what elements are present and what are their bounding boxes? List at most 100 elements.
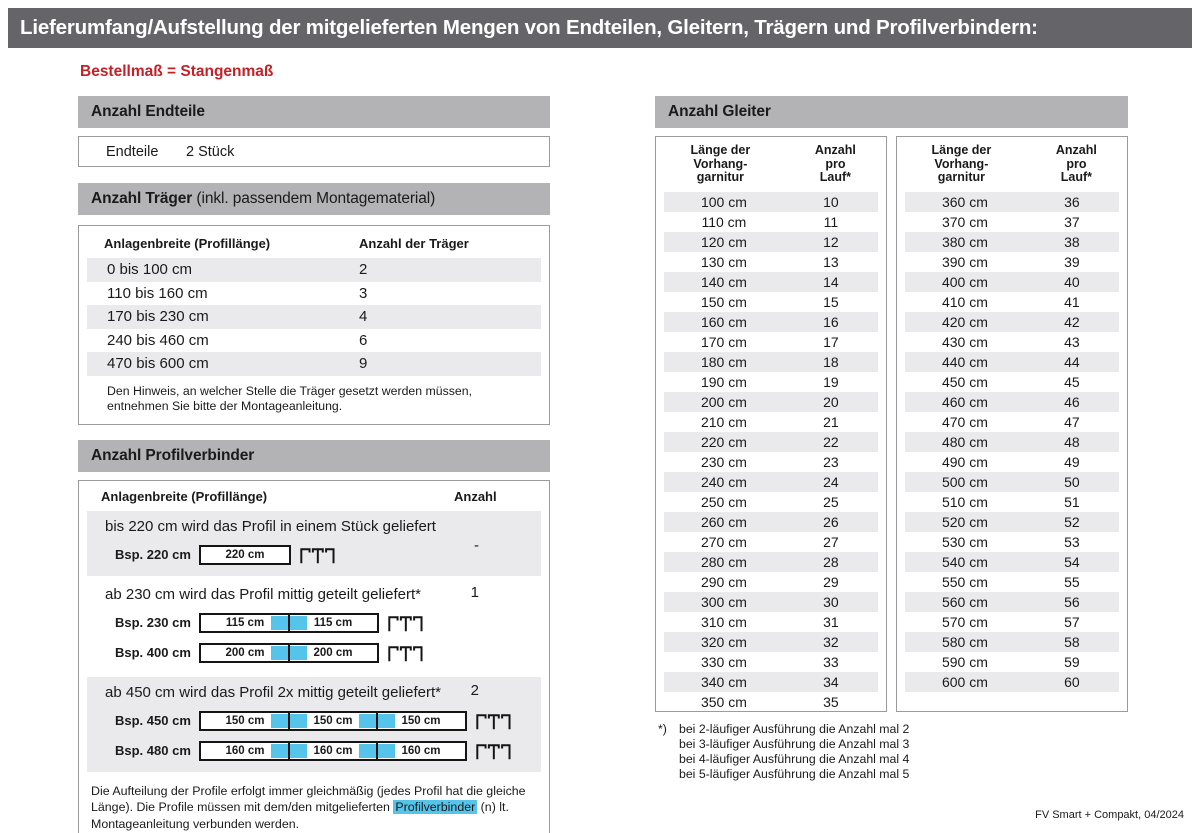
- table-row: 320 cm 32: [664, 631, 878, 652]
- gleiter-length: 530 cm: [941, 533, 988, 550]
- table-row: 480 cm 48: [905, 431, 1119, 452]
- end-cap-icon: [474, 739, 512, 763]
- order-size-note: Bestellmaß = Stangenmaß: [80, 63, 274, 80]
- table-row: 330 cm 33: [664, 652, 878, 672]
- profilverbinder-col2-header: Anzahl: [454, 488, 497, 504]
- gleiter-count: 60: [1064, 673, 1080, 690]
- traeger-table: Anlagenbreite (Profillänge) Anzahl der T…: [78, 225, 550, 425]
- table-row: 490 cm 49: [905, 452, 1119, 472]
- gleiter-count: 21: [823, 413, 839, 430]
- segment-divider: [376, 740, 378, 761]
- gleiter-tables: Länge der Vorhang-garnitur Anzahl pro Lauf*…: [655, 136, 1128, 712]
- table-row: 590 cm 59: [905, 652, 1119, 672]
- profile-crosssection-icon: [476, 714, 511, 730]
- gleiter-count: 35: [823, 693, 839, 710]
- table-row: 470 cm 47: [905, 412, 1119, 432]
- gleiter-count: 43: [1064, 333, 1080, 350]
- gleiter-count: 46: [1064, 393, 1080, 410]
- gleiter-count: 15: [823, 293, 839, 310]
- table-row: 240 bis 460 cm 6: [87, 329, 541, 353]
- profil-example: Bsp. 220 cm 220 cm: [115, 543, 541, 567]
- segment-length: 115 cm: [225, 616, 265, 629]
- traeger-range: 170 bis 230 cm: [107, 308, 209, 325]
- traeger-col2-header: Anzahl der Träger: [359, 236, 469, 251]
- gleiter-col1-header: Länge der Vorhang-garnitur: [690, 143, 751, 184]
- gleiter-count: 25: [823, 493, 839, 510]
- table-row: 440 cm 44: [905, 351, 1119, 372]
- table-row: 420 cm 42: [905, 311, 1119, 332]
- gleiter-count: 50: [1064, 473, 1080, 490]
- gleiter-length: 580 cm: [941, 633, 988, 650]
- table-row: 470 bis 600 cm 9: [87, 352, 541, 376]
- table-row: 220 cm 22: [664, 431, 878, 452]
- segment-length: 150 cm: [225, 714, 265, 727]
- section-header-profilverbinder: Anzahl Profilverbinder: [78, 439, 550, 472]
- gleiter-length: 260 cm: [700, 513, 747, 530]
- gleiter-length: 310 cm: [700, 613, 747, 630]
- table-row: 160 cm 16: [664, 311, 878, 332]
- profile-bar: 160 cm 160 cm 160 cm: [199, 740, 467, 761]
- segment-length: 150 cm: [313, 714, 353, 727]
- gleiter-count: 12: [823, 233, 839, 250]
- segment-divider: [288, 642, 290, 663]
- segment-divider: [376, 710, 378, 731]
- profilverbinder-col1-header: Anlagenbreite (Profillänge): [101, 488, 268, 504]
- table-row: 210 cm 21: [664, 412, 878, 432]
- profilverbinder-note: Die Aufteilung der Profile erfolgt immer…: [79, 772, 549, 833]
- profil-anzahl: 2: [470, 681, 479, 699]
- gleiter-length: 230 cm: [700, 453, 747, 470]
- traeger-col1-header: Anlagenbreite (Profillänge): [104, 236, 271, 251]
- profil-rule-text: bis 220 cm wird das Profil in einem Stüc…: [105, 517, 436, 535]
- end-cap-icon: [386, 641, 424, 665]
- gleiter-count: 54: [1064, 553, 1080, 570]
- table-row: 150 cm 15: [664, 292, 878, 312]
- gleiter-count: 45: [1064, 373, 1080, 390]
- table-row: 170 cm 17: [664, 332, 878, 352]
- section-header-traeger: Anzahl Träger (inkl. passendem Montagema…: [78, 183, 550, 215]
- gleiter-count: 56: [1064, 593, 1080, 610]
- table-row: 410 cm 41: [905, 292, 1119, 312]
- table-row: 390 cm 39: [905, 252, 1119, 272]
- table-row: 110 bis 160 cm 3: [87, 282, 541, 306]
- profilverbinder-table: Anlagenbreite (Profillänge) Anzahl bis 2…: [78, 479, 550, 833]
- profil-block: bis 220 cm wird das Profil in einem Stüc…: [87, 510, 541, 576]
- example-label: Bsp. 220 cm: [115, 547, 191, 563]
- table-row: 510 cm 51: [905, 492, 1119, 512]
- endteile-label: Endteile: [106, 143, 159, 160]
- gleiter-length: 250 cm: [700, 493, 747, 510]
- gleiter-count: 17: [823, 333, 839, 350]
- table-row: 400 cm 40: [905, 271, 1119, 292]
- gleiter-length: 390 cm: [941, 253, 988, 270]
- segment-divider: [288, 612, 290, 633]
- gleiter-length: 340 cm: [700, 673, 747, 690]
- gleiter-count: 29: [823, 573, 839, 590]
- gleiter-length: 480 cm: [941, 433, 988, 450]
- gleiter-count: 37: [1064, 213, 1080, 230]
- gleiter-count: 30: [823, 593, 839, 610]
- gleiter-length: 590 cm: [941, 653, 988, 670]
- gleiter-count: 32: [823, 633, 839, 650]
- gleiter-length: 220 cm: [700, 433, 747, 450]
- gleiter-count: 10: [823, 193, 839, 210]
- gleiter-length: 500 cm: [941, 473, 988, 490]
- gleiter-count: 38: [1064, 233, 1080, 250]
- gleiter-count: 57: [1064, 613, 1080, 630]
- traeger-range: 110 bis 160 cm: [107, 284, 208, 302]
- table-row: 370 cm 37: [905, 212, 1119, 232]
- table-row: 500 cm 50: [905, 471, 1119, 492]
- footnote-line: bei 4-läufiger Ausführung die Anzahl mal…: [655, 752, 1128, 767]
- footnote-marker: [655, 767, 679, 782]
- profil-anzahl: -: [474, 536, 479, 554]
- gleiter-table-left: Länge der Vorhang-garnitur Anzahl pro Lauf*…: [655, 136, 887, 712]
- gleiter-length: 600 cm: [941, 673, 988, 690]
- gleiter-right-header: Länge der Vorhang-garnitur Anzahl pro Lauf*: [897, 143, 1127, 192]
- gleiter-count: 31: [823, 613, 839, 630]
- table-row: 100 cm 10: [664, 191, 878, 212]
- gleiter-count: 59: [1064, 653, 1080, 670]
- table-row: 120 cm 12: [664, 231, 878, 252]
- gleiter-left-rows: 100 cm 10 110 cm 11 120 cm 12 130 cm 13 140 cm 14…: [656, 191, 886, 712]
- table-row: 460 cm 46: [905, 391, 1119, 412]
- gleiter-length: 520 cm: [941, 513, 988, 530]
- gleiter-length: 470 cm: [941, 413, 988, 430]
- gleiter-length: 330 cm: [700, 653, 747, 670]
